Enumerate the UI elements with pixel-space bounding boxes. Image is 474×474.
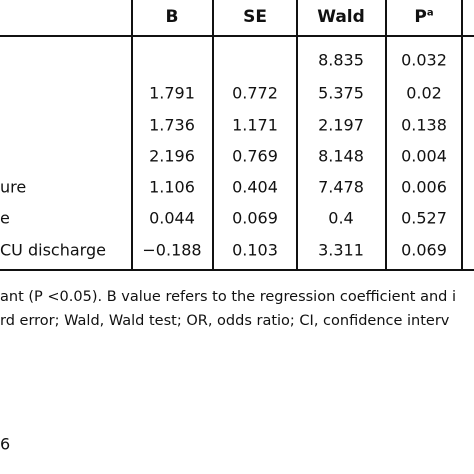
column-header: Pa [414,7,434,27]
table-cell: 0.772 [232,83,278,103]
table-cell: 7.478 [318,177,364,197]
footnote: rd error; Wald, Wald test; OR, odds rati… [0,313,450,329]
column-rule [296,0,298,270]
table-cell: 5.375 [318,83,364,103]
column-rule [461,0,463,270]
column-header: SE [243,7,267,27]
table-cell: 0.006 [401,177,447,197]
table-cell: 1.171 [232,115,278,135]
table-cell: 2.197 [318,115,364,135]
table-cell: 0.103 [232,240,278,260]
header-rule [0,35,474,37]
table-cell: 0.069 [401,240,447,260]
table-cell: 0.032 [401,50,447,70]
row-label: ure [0,177,27,197]
header-superscript: a [426,7,434,19]
table-cell: 1.791 [149,83,195,103]
column-rule [385,0,387,270]
table-cell: 0.404 [232,177,278,197]
table-cell: 0.138 [401,115,447,135]
table-cell: 0.004 [401,146,447,166]
table-cell: −0.188 [142,240,202,260]
column-header: B [165,7,179,27]
column-rule [131,0,133,270]
table-cell: 0.4 [328,208,354,228]
table-cell: 8.835 [318,50,364,70]
table-cell: 0.044 [149,208,195,228]
page-number: 6 [0,434,11,454]
table-cell: 1.106 [149,177,195,197]
footnote: ant (P <0.05). B value refers to the reg… [0,289,456,305]
table-cell: 3.311 [318,240,364,260]
table-cell: 0.527 [401,208,447,228]
table-cell: 0.02 [406,83,442,103]
table-cell: 1.736 [149,115,195,135]
table-cell: 0.769 [232,146,278,166]
column-rule [212,0,214,270]
table-bottom-rule [0,269,474,271]
table-cell: 0.069 [232,208,278,228]
row-label: CU discharge [0,240,106,260]
table-cell: 2.196 [149,146,195,166]
table-cell: 8.148 [318,146,364,166]
row-label: e [0,208,10,228]
column-header: Wald [317,7,365,27]
